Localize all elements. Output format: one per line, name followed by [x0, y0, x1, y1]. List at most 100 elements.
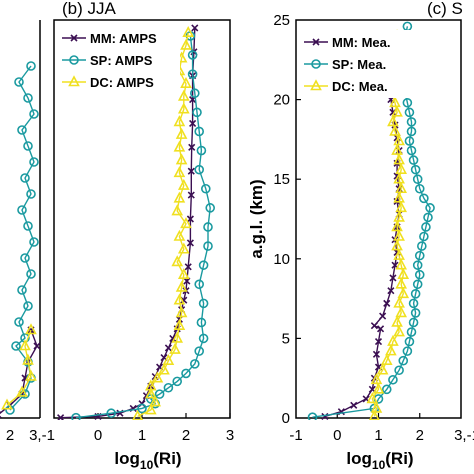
data-point: [376, 363, 389, 375]
data-point: [198, 333, 209, 344]
x-axis-title-sub: 10: [140, 458, 154, 472]
data-point: [26, 61, 36, 71]
data-point: [397, 268, 410, 280]
data-point: [137, 403, 147, 414]
x-tick-label: -1: [289, 427, 302, 444]
data-point: [393, 172, 405, 184]
data-point: [144, 387, 157, 399]
data-point: [194, 346, 204, 356]
data-point: [381, 384, 392, 395]
data-point: [23, 221, 33, 231]
data-point: [421, 222, 431, 232]
data-point: [196, 145, 207, 156]
data-point: [393, 296, 405, 308]
x-axis-title-main: log: [346, 449, 372, 468]
data-point: [389, 124, 401, 136]
data-point: [177, 268, 190, 280]
x-tick-label: 2: [182, 427, 190, 444]
x-tick-label: 1: [138, 427, 146, 444]
data-point: [410, 308, 421, 318]
data-point: [144, 403, 157, 415]
data-point: [380, 353, 393, 365]
legend-marker: [68, 75, 80, 87]
data-point: [414, 250, 425, 261]
data-point: [395, 306, 408, 318]
data-point: [175, 127, 188, 139]
data-point: [158, 363, 170, 375]
data-point: [171, 255, 184, 267]
data-point: [414, 183, 425, 194]
data-point: [203, 241, 213, 251]
data-point: [374, 338, 383, 346]
data-point: [419, 193, 429, 204]
data-point: [404, 107, 415, 118]
series-triangle: [1, 323, 37, 410]
data-point: [177, 102, 190, 114]
data-point: [198, 298, 209, 309]
legend-marker: [310, 79, 322, 91]
data-point: [23, 93, 33, 103]
data-point: [144, 379, 157, 391]
data-point: [368, 409, 380, 420]
data-point: [393, 325, 405, 337]
data-point: [177, 89, 190, 101]
data-point: [186, 215, 194, 223]
data-point: [393, 134, 405, 146]
data-point: [26, 269, 36, 279]
data-point: [11, 341, 21, 351]
data-point: [423, 212, 433, 223]
data-point: [16, 385, 28, 397]
data-point: [408, 155, 419, 165]
data-point: [149, 395, 162, 407]
data-point: [162, 353, 175, 365]
data-point: [180, 38, 192, 50]
data-point: [393, 248, 405, 260]
data-point: [189, 119, 197, 128]
data-point: [391, 220, 403, 232]
data-point: [71, 412, 81, 420]
data-point: [187, 50, 198, 60]
x-axis-title: log10(Ri): [114, 449, 181, 472]
data-point: [408, 298, 419, 309]
data-point: [397, 287, 410, 299]
data-point: [387, 115, 399, 127]
data-point: [398, 355, 409, 366]
data-point: [406, 126, 417, 137]
data-point: [180, 217, 192, 229]
data-point: [194, 279, 204, 290]
data-point: [391, 105, 403, 117]
data-point: [181, 368, 191, 379]
data-point: [29, 237, 39, 247]
data-point: [187, 69, 198, 79]
data-point: [17, 285, 27, 295]
data-point: [1, 398, 13, 410]
data-point: [184, 263, 192, 271]
data-point: [350, 401, 358, 409]
x-axis-title-main: log: [114, 449, 140, 468]
data-point: [402, 97, 413, 108]
data-point: [412, 174, 423, 184]
legend-label: SP: Mea.: [332, 57, 386, 72]
data-point: [57, 414, 65, 420]
data-point: [194, 126, 204, 137]
data-point: [177, 242, 190, 254]
data-point: [387, 334, 399, 346]
data-point: [408, 317, 419, 328]
data-point: [412, 279, 423, 290]
y-tick-label: 15: [273, 171, 290, 188]
x-axis-title: log10(Ri): [346, 449, 413, 472]
data-point: [186, 239, 194, 247]
y-tick-label: 10: [273, 251, 290, 268]
series-triangle: [132, 26, 195, 420]
data-point: [372, 350, 381, 358]
data-point: [187, 167, 195, 175]
data-point: [173, 191, 186, 203]
data-point: [29, 157, 39, 167]
data-point: [395, 258, 408, 270]
data-point: [393, 153, 405, 165]
data-point: [395, 201, 408, 213]
data-point: [173, 318, 186, 330]
data-point: [385, 344, 397, 356]
data-point: [321, 412, 329, 420]
